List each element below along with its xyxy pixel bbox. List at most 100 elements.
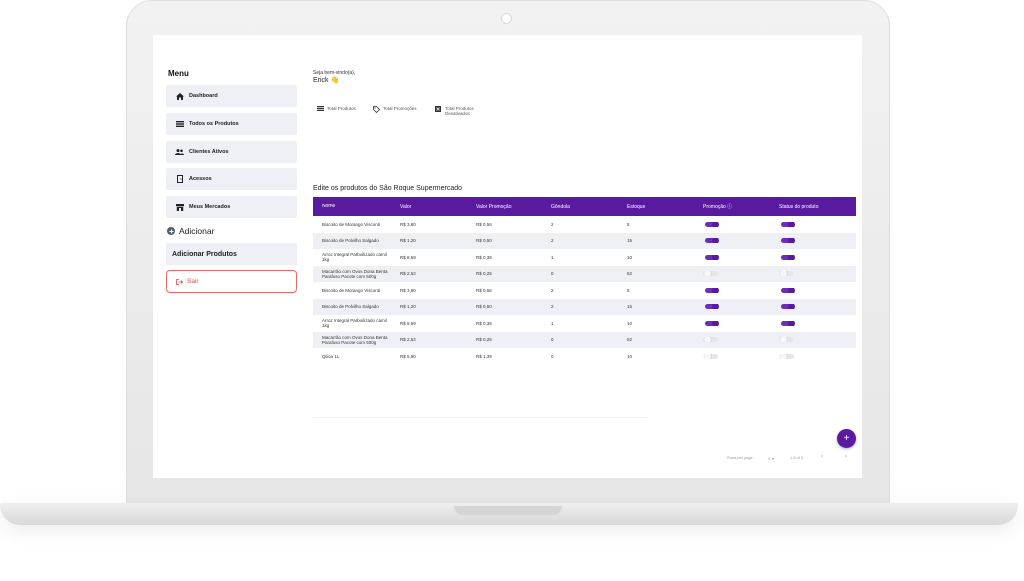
add-product-fab[interactable]: +	[837, 429, 856, 448]
sidebar-item-acessos[interactable]: Acessos	[166, 168, 297, 190]
stat-label: Total Produtos	[327, 106, 356, 111]
sidebar-item-dashboard[interactable]: Dashboard	[166, 85, 297, 107]
cell-estoque: 5	[627, 287, 630, 293]
rows-per-page-label: Rows per page:	[727, 456, 754, 460]
table-row[interactable]: Biscoito de Polvilho Salgado R$ 1,20 R$ 0,…	[313, 298, 856, 315]
next-page-button[interactable]: ›	[845, 454, 847, 460]
toggle-knob	[704, 271, 711, 277]
cell-valor-promocao: R$ 0,50	[476, 304, 492, 310]
promocao-toggle[interactable]	[705, 320, 719, 326]
col-header-valor[interactable]: Valor	[400, 203, 412, 210]
table-header: Nome Valor Valor Promoção Gôndola Estoqu…	[313, 197, 856, 216]
status-toggle[interactable]	[781, 254, 795, 260]
promocao-toggle-cell	[694, 254, 770, 260]
logout-button[interactable]: Sair	[166, 270, 297, 293]
promocao-toggle-cell	[694, 353, 770, 359]
door-icon	[175, 175, 184, 183]
cell-nome: Biscoito de Morango Visconti	[322, 287, 380, 293]
sidebar-item-label: Todos os Produtos	[189, 121, 239, 127]
status-toggle[interactable]	[781, 320, 795, 326]
toggle-knob	[712, 238, 719, 244]
sidebar-item-label: Clientes Ativos	[189, 149, 229, 155]
rows-per-page-select[interactable]: 5 ▾	[768, 456, 774, 462]
toggle-knob	[780, 271, 787, 277]
cell-gondola: 2	[551, 238, 554, 244]
add-products-button[interactable]: Adicionar Produtos	[166, 243, 297, 265]
cell-valor-promocao: R$ 0,25	[476, 337, 492, 343]
promocao-toggle[interactable]	[704, 271, 718, 277]
cell-valor: R$ 3,80	[400, 221, 416, 227]
status-toggle-cell	[770, 304, 856, 310]
promocao-toggle[interactable]	[705, 221, 719, 227]
table-row[interactable]: Arroz Integral Parboilizado camil 1kg R$ …	[313, 249, 856, 266]
cell-estoque: 15	[627, 304, 633, 310]
table-row[interactable]: Biscoito de Morango Visconti R$ 3,80 R$ 0,…	[313, 282, 856, 299]
status-toggle[interactable]	[781, 221, 795, 227]
cell-valor-promocao: R$ 0,39	[476, 254, 492, 260]
status-toggle[interactable]	[781, 238, 795, 244]
col-header-estoque[interactable]: Estoque	[627, 203, 646, 210]
sidebar-item-todos-produtos[interactable]: Todos os Produtos	[166, 113, 297, 135]
list-icon	[175, 121, 184, 128]
promocao-toggle[interactable]	[704, 353, 718, 359]
col-header-nome[interactable]: Nome	[322, 203, 336, 209]
toggle-knob	[788, 304, 795, 310]
promocao-toggle-cell	[694, 287, 770, 293]
cell-estoque: 10	[627, 320, 633, 326]
toggle-knob	[788, 221, 795, 227]
sidebar-item-label: Dashboard	[189, 93, 218, 99]
promocao-toggle[interactable]	[705, 238, 719, 244]
welcome-text: Seja bem-vindo(a),	[313, 70, 356, 76]
col-header-promocao[interactable]: Promoção ⓘ	[703, 204, 733, 210]
cell-valor-promocao: R$ 1,39	[476, 353, 492, 359]
table-row[interactable]: Biscoito de Polvilho Salgado R$ 1,20 R$ 0,…	[313, 232, 856, 249]
col-header-gondola[interactable]: Gôndola	[551, 203, 570, 210]
table-row[interactable]: Biscoito de Morango Visconti R$ 3,80 R$ 0,…	[313, 216, 856, 233]
table-row[interactable]: Qboa 1L R$ 5,90 R$ 1,39 0 10	[313, 348, 856, 365]
cell-gondola: 2	[551, 304, 554, 310]
cell-gondola: 1	[551, 320, 554, 326]
status-toggle-cell	[770, 337, 856, 343]
toggle-knob	[712, 221, 719, 227]
promocao-toggle-cell	[694, 221, 770, 227]
prev-page-button[interactable]: ‹	[821, 454, 823, 460]
table-row[interactable]: Macarrão com Ovos Dona Benta Parafuso Pa…	[313, 265, 856, 282]
cell-valor-promocao: R$ 0,25	[476, 271, 492, 277]
camera-dot	[502, 14, 511, 23]
products-table: Nome Valor Valor Promoção Gôndola Estoqu…	[313, 197, 856, 365]
stat-total-desativados: Total Produtos Desativados	[435, 106, 481, 116]
logout-icon	[176, 278, 183, 285]
promocao-toggle[interactable]	[704, 337, 718, 343]
users-icon	[175, 149, 184, 156]
stat-total-promocoes: Total Promoções	[373, 106, 417, 113]
table-row[interactable]: Macarrão com Ovos Dona Benta Parafuso Pa…	[313, 331, 856, 348]
col-header-status[interactable]: Status do produto	[779, 203, 819, 210]
cell-estoque: 10	[627, 254, 633, 260]
table-row[interactable]: Arroz Integral Parboilizado camil 1kg R$ …	[313, 315, 856, 332]
promocao-toggle[interactable]	[705, 304, 719, 310]
cell-gondola: 0	[551, 337, 554, 343]
logout-label: Sair	[187, 278, 199, 285]
menu-title: Menu	[168, 69, 189, 78]
status-toggle[interactable]	[780, 271, 794, 277]
sidebar-item-clientes-ativos[interactable]: Clientes Ativos	[166, 141, 297, 163]
sidebar-item-label: Acessos	[189, 176, 212, 182]
status-toggle[interactable]	[780, 353, 794, 359]
laptop-notch	[454, 506, 562, 515]
promocao-toggle[interactable]	[705, 287, 719, 293]
status-toggle[interactable]	[781, 304, 795, 310]
cell-valor: R$ 3,80	[400, 287, 416, 293]
add-section-toggle[interactable]: Adicionar	[167, 226, 214, 236]
status-toggle[interactable]	[781, 287, 795, 293]
rows-per-page-value: 5	[768, 456, 771, 461]
toggle-knob	[788, 320, 795, 326]
toggle-knob	[788, 254, 795, 260]
table-title: Edite os produtos do São Roque Supermerc…	[313, 185, 463, 192]
status-toggle[interactable]	[780, 337, 794, 343]
stat-label: Total Produtos Desativados	[445, 106, 474, 116]
promocao-toggle[interactable]	[705, 254, 719, 260]
col-header-valor-promocao[interactable]: Valor Promoção	[476, 203, 512, 210]
cell-nome: Arroz Integral Parboilizado camil 1kg	[322, 318, 387, 329]
cell-nome: Macarrão com Ovos Dona Benta Parafuso Pa…	[322, 334, 388, 345]
sidebar-item-meus-mercados[interactable]: Meus Mercados	[166, 196, 297, 218]
